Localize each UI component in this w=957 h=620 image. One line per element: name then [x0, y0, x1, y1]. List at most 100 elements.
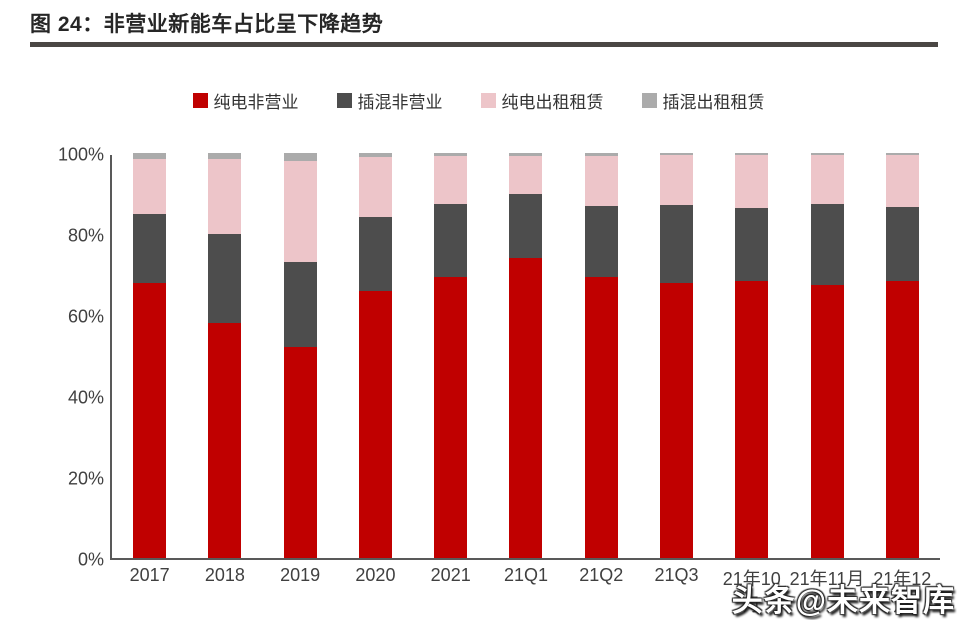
legend-label: 纯电非营业	[213, 93, 299, 112]
x-tick-label: 2020	[355, 565, 396, 585]
figure-title: 图 24：非营业新能车占比呈下降趋势	[30, 13, 384, 36]
legend-swatch-lightgray	[641, 93, 657, 108]
x-tick-label: 2018	[204, 565, 245, 585]
chart-legend: 纯电非营业 插混非营业 纯电出租租赁 插混出租租赁	[0, 88, 957, 113]
x-axis: 2017 2018 2019 2020 2021 21Q1 21Q2 21Q3 21年10月 21…	[112, 565, 940, 617]
legend-item-bev-rental: 纯电出租租赁	[480, 88, 604, 113]
stacked-bar-chart: 0% 20% 40% 60% 80% 100% 2017 2018 2019 2020 2021 2…	[0, 145, 957, 615]
bar-slot	[112, 152, 187, 558]
legend-item-bev-private: 纯电非营业	[192, 88, 299, 113]
x-tick-label: 21年12月	[873, 569, 932, 615]
plot-area	[110, 152, 940, 560]
bar-slot	[865, 153, 940, 558]
bar-segment	[509, 155, 543, 194]
x-tick-label: 2017	[129, 565, 170, 585]
x-tick-label: 21年10月	[722, 569, 781, 615]
bar-segment	[509, 258, 543, 558]
bar-segment	[434, 156, 468, 205]
bar-segment	[133, 282, 167, 558]
bar-segment	[659, 155, 693, 205]
y-axis: 0% 20% 40% 60% 80% 100%	[0, 145, 104, 570]
legend-label: 插混非营业	[357, 93, 443, 112]
bar-slot	[263, 153, 338, 558]
bar-segment	[283, 262, 317, 348]
legend-swatch-darkgray	[336, 93, 352, 108]
bar-slot	[789, 153, 864, 558]
bar-slot	[488, 153, 563, 558]
bar-column-21年12月	[885, 153, 919, 558]
y-tick-label: 80%	[67, 225, 104, 246]
y-tick-label: 40%	[67, 387, 104, 408]
bar-slot	[639, 153, 714, 558]
bar-segment	[885, 153, 919, 156]
x-tick-label: 2019	[280, 565, 321, 585]
x-tick-label: 21Q1	[503, 565, 548, 585]
bar-segment	[283, 153, 317, 162]
bar-segment	[208, 234, 242, 324]
bar-segment	[885, 206, 919, 281]
x-tick-label: 21Q2	[579, 565, 624, 585]
bar-segment	[584, 205, 618, 277]
bar-column-2019	[283, 153, 317, 558]
bar-column-2018	[208, 153, 242, 558]
bar-slot	[413, 153, 488, 558]
bar-segment	[434, 153, 468, 157]
y-tick-label: 0%	[77, 549, 104, 570]
x-tick-label: 21Q3	[654, 565, 699, 585]
bar-segment	[434, 204, 468, 277]
bar-segment	[735, 153, 769, 156]
x-tick-label: 2021	[430, 565, 471, 585]
bar-column-2021	[434, 153, 468, 558]
bar-segment	[659, 204, 693, 283]
bar-slot	[714, 153, 789, 558]
bar-slot	[187, 153, 262, 558]
title-rule	[30, 42, 938, 47]
y-tick-label: 100%	[57, 144, 104, 165]
bar-segment	[133, 213, 167, 283]
bar-segment	[208, 323, 242, 558]
bar-segment	[735, 207, 769, 281]
bar-column-2020	[358, 153, 392, 558]
bar-column-21Q1	[509, 153, 543, 558]
bar-segment	[735, 280, 769, 558]
y-tick-label: 60%	[67, 306, 104, 327]
bar-column-2017	[133, 152, 167, 558]
bar-segment	[584, 153, 618, 156]
bar-segment	[584, 276, 618, 558]
bar-segment	[208, 153, 242, 160]
bar-segment	[885, 280, 919, 558]
bar-segment	[358, 153, 392, 158]
bar-segment	[885, 155, 919, 207]
legend-item-phev-private: 插混非营业	[336, 88, 443, 113]
bar-segment	[434, 276, 468, 558]
bar-column-21年11月	[810, 153, 844, 558]
bar-segment	[133, 159, 167, 214]
bar-segment	[358, 217, 392, 291]
bar-segment	[659, 153, 693, 156]
legend-item-phev-rental: 插混出租租赁	[641, 88, 765, 113]
bar-slot	[564, 153, 639, 558]
bar-column-21Q3	[659, 153, 693, 558]
bar-column-21Q2	[584, 153, 618, 558]
bar-segment	[810, 155, 844, 204]
bar-segment	[584, 155, 618, 206]
bar-segment	[735, 155, 769, 208]
legend-label: 纯电出租租赁	[501, 93, 604, 112]
legend-swatch-red	[192, 93, 208, 108]
bar-segment	[810, 203, 844, 285]
legend-label: 插混出租租赁	[662, 93, 765, 112]
bar-segment	[659, 282, 693, 558]
x-tick-label: 21年11月	[789, 569, 865, 589]
watermark: 头条@未来智库	[731, 583, 955, 618]
bar-segment	[358, 290, 392, 558]
bar-column-21年10月	[735, 153, 769, 558]
bar-segment	[208, 159, 242, 235]
bar-segment	[283, 347, 317, 558]
bar-slot	[338, 153, 413, 558]
legend-swatch-pink	[480, 93, 496, 108]
bar-segment	[358, 157, 392, 218]
bar-segment	[810, 284, 844, 558]
bar-segment	[509, 153, 543, 156]
bar-segment	[133, 152, 167, 160]
